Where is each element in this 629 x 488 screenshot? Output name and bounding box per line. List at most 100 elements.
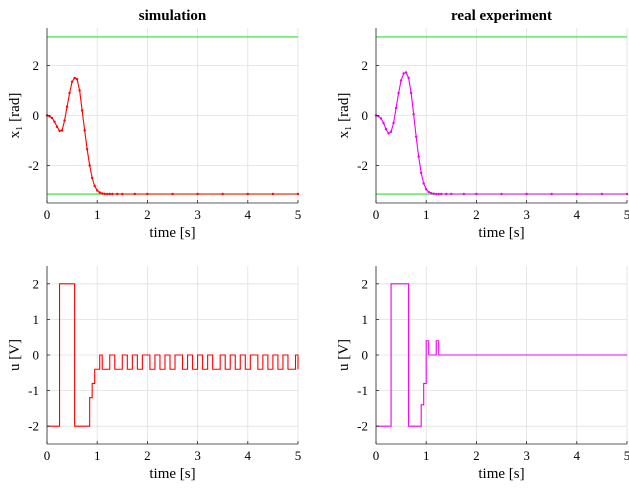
exp-angle-point-36 xyxy=(625,192,629,196)
exp-angle-ytick-label-2: -2 xyxy=(357,158,368,173)
sim-angle-point-9 xyxy=(68,91,71,95)
exp-voltage-xtick-label-2: 2 xyxy=(473,448,480,463)
sim-angle-xtick-label-2: 2 xyxy=(144,207,151,222)
sim-voltage-chart: 0 1 2 3 4 5 2 1 0 -1 -2 time [s] u [V] xyxy=(7,266,301,482)
sim-voltage-xtick-label-1: 1 xyxy=(94,448,101,463)
sim-angle-ytick-label-1: 0 xyxy=(33,108,40,123)
exp-angle-point-30 xyxy=(475,192,478,196)
sim-angle-ylabel: x₁ [rad] xyxy=(7,93,23,139)
sim-angle-point-18 xyxy=(90,176,94,180)
exp-angle-point-20 xyxy=(425,188,428,191)
sim-angle-xlabel: time [s] xyxy=(149,225,195,241)
exp-angle-xtick-label-2: 2 xyxy=(473,207,480,222)
exp-angle-ytick-label-0: 2 xyxy=(362,58,369,73)
sim-angle-series-line-0 xyxy=(46,77,298,195)
exp-angle-ylabel: x₁ [rad] xyxy=(336,93,352,139)
sim-angle-point-29 xyxy=(133,192,137,196)
exp-angle-ytick-label-1: 0 xyxy=(362,108,369,123)
sim-angle-point-28 xyxy=(121,192,124,196)
exp-angle-point-28 xyxy=(450,192,453,196)
sim-angle-point-2 xyxy=(50,116,54,120)
exp-voltage-xlabel: time [s] xyxy=(478,466,524,482)
sim-angle-point-13 xyxy=(78,89,81,92)
exp-angle-point-9 xyxy=(397,91,400,95)
exp-angle-chart: 0 1 2 3 4 5 2 0 -2 time [s] x₁ [rad] real experimen… xyxy=(336,8,629,241)
exp-angle-point-21 xyxy=(427,190,430,194)
sim-voltage-xtick-label-5: 5 xyxy=(295,448,302,463)
exp-angle-point-14 xyxy=(409,91,413,95)
exp-voltage-ytick-label-3: -1 xyxy=(357,383,368,398)
sim-voltage-ytick-label-2: 0 xyxy=(33,348,40,363)
sim-voltage-xtick-label-0: 0 xyxy=(44,448,51,463)
exp-angle-title: real experiment xyxy=(451,8,552,24)
sim-angle-xtick-label-5: 5 xyxy=(295,207,302,222)
exp-voltage-chart: 0 1 2 3 4 5 2 1 0 -1 -2 time [s] u [V] xyxy=(336,266,629,482)
sim-angle-point-25 xyxy=(108,192,111,196)
sim-voltage-ytick-label-3: -1 xyxy=(28,383,39,398)
exp-voltage-xtick-label-3: 3 xyxy=(523,448,530,463)
sim-angle-point-27 xyxy=(116,192,119,196)
sim-angle-chart: 0 1 2 3 4 5 2 0 -2 time [s] x₁ [rad] simulation xyxy=(7,8,301,241)
exp-angle-point-12 xyxy=(404,71,408,74)
sim-angle-point-6 xyxy=(60,129,64,132)
sim-angle-point-31 xyxy=(171,192,174,196)
sim-angle-point-11 xyxy=(73,76,76,80)
exp-angle-point-25 xyxy=(437,192,440,196)
sim-angle-point-30 xyxy=(146,192,149,196)
exp-angle-point-19 xyxy=(422,182,425,185)
exp-angle-point-24 xyxy=(435,192,438,196)
sim-voltage-xtick-label-4: 4 xyxy=(245,448,252,463)
exp-angle-xtick-label-4: 4 xyxy=(574,207,581,222)
sim-angle-point-14 xyxy=(80,109,84,112)
sim-angle-point-17 xyxy=(88,164,91,167)
exp-voltage-xtick-label-0: 0 xyxy=(373,448,380,463)
sim-angle-point-12 xyxy=(75,78,79,81)
sim-angle-point-5 xyxy=(58,129,61,133)
exp-angle-point-3 xyxy=(382,121,385,125)
exp-angle-point-8 xyxy=(394,106,398,110)
sim-angle-point-22 xyxy=(101,192,104,195)
exp-angle-point-27 xyxy=(445,192,448,196)
sim-angle-point-26 xyxy=(111,192,114,196)
sim-angle-xtick-label-4: 4 xyxy=(245,207,252,222)
sim-angle-xtick-label-0: 0 xyxy=(44,207,51,222)
exp-angle-point-16 xyxy=(414,135,418,138)
exp-voltage-ytick-label-2: 0 xyxy=(362,348,369,363)
exp-angle-xtick-label-3: 3 xyxy=(523,207,530,222)
sim-angle-point-32 xyxy=(196,192,199,196)
exp-angle-xtick-label-5: 5 xyxy=(624,207,629,222)
sim-angle-point-24 xyxy=(106,192,109,196)
exp-voltage-ytick-label-1: 1 xyxy=(362,312,369,327)
exp-voltage-ytick-label-4: -2 xyxy=(357,419,368,434)
sim-angle-ytick-label-2: -2 xyxy=(28,158,39,173)
exp-angle-point-29 xyxy=(462,192,466,196)
sim-angle-point-33 xyxy=(221,192,224,196)
exp-voltage-xtick-label-4: 4 xyxy=(574,448,581,463)
exp-angle-point-11 xyxy=(402,72,405,75)
sim-angle-point-7 xyxy=(63,119,66,122)
sim-angle-point-19 xyxy=(93,184,96,188)
sim-angle-point-23 xyxy=(103,192,106,196)
sim-voltage-ylabel: u [V] xyxy=(7,339,23,371)
sim-voltage-xtick-label-3: 3 xyxy=(194,448,201,463)
exp-angle-point-22 xyxy=(430,192,433,195)
exp-angle-point-4 xyxy=(384,128,388,131)
exp-angle-point-26 xyxy=(440,192,443,196)
exp-angle-xlabel: time [s] xyxy=(478,225,524,241)
sim-angle-point-34 xyxy=(246,192,249,196)
sim-angle-point-15 xyxy=(83,129,86,132)
sim-angle-xtick-label-3: 3 xyxy=(194,207,201,222)
sim-angle-ytick-label-0: 2 xyxy=(33,58,40,73)
exp-angle-point-33 xyxy=(550,192,553,196)
sim-voltage-ytick-label-1: 1 xyxy=(33,312,40,327)
sim-voltage-xlabel: time [s] xyxy=(149,466,195,482)
exp-angle-xtick-label-0: 0 xyxy=(373,207,380,222)
exp-angle-point-6 xyxy=(389,130,393,133)
sim-voltage-ytick-label-4: -2 xyxy=(28,419,39,434)
exp-angle-xtick-label-1: 1 xyxy=(423,207,430,222)
exp-angle-point-34 xyxy=(575,192,578,196)
exp-angle-point-18 xyxy=(419,171,423,175)
sim-angle-point-8 xyxy=(65,105,69,108)
exp-angle-series-line-0 xyxy=(375,71,627,195)
sim-angle-point-20 xyxy=(96,189,99,192)
